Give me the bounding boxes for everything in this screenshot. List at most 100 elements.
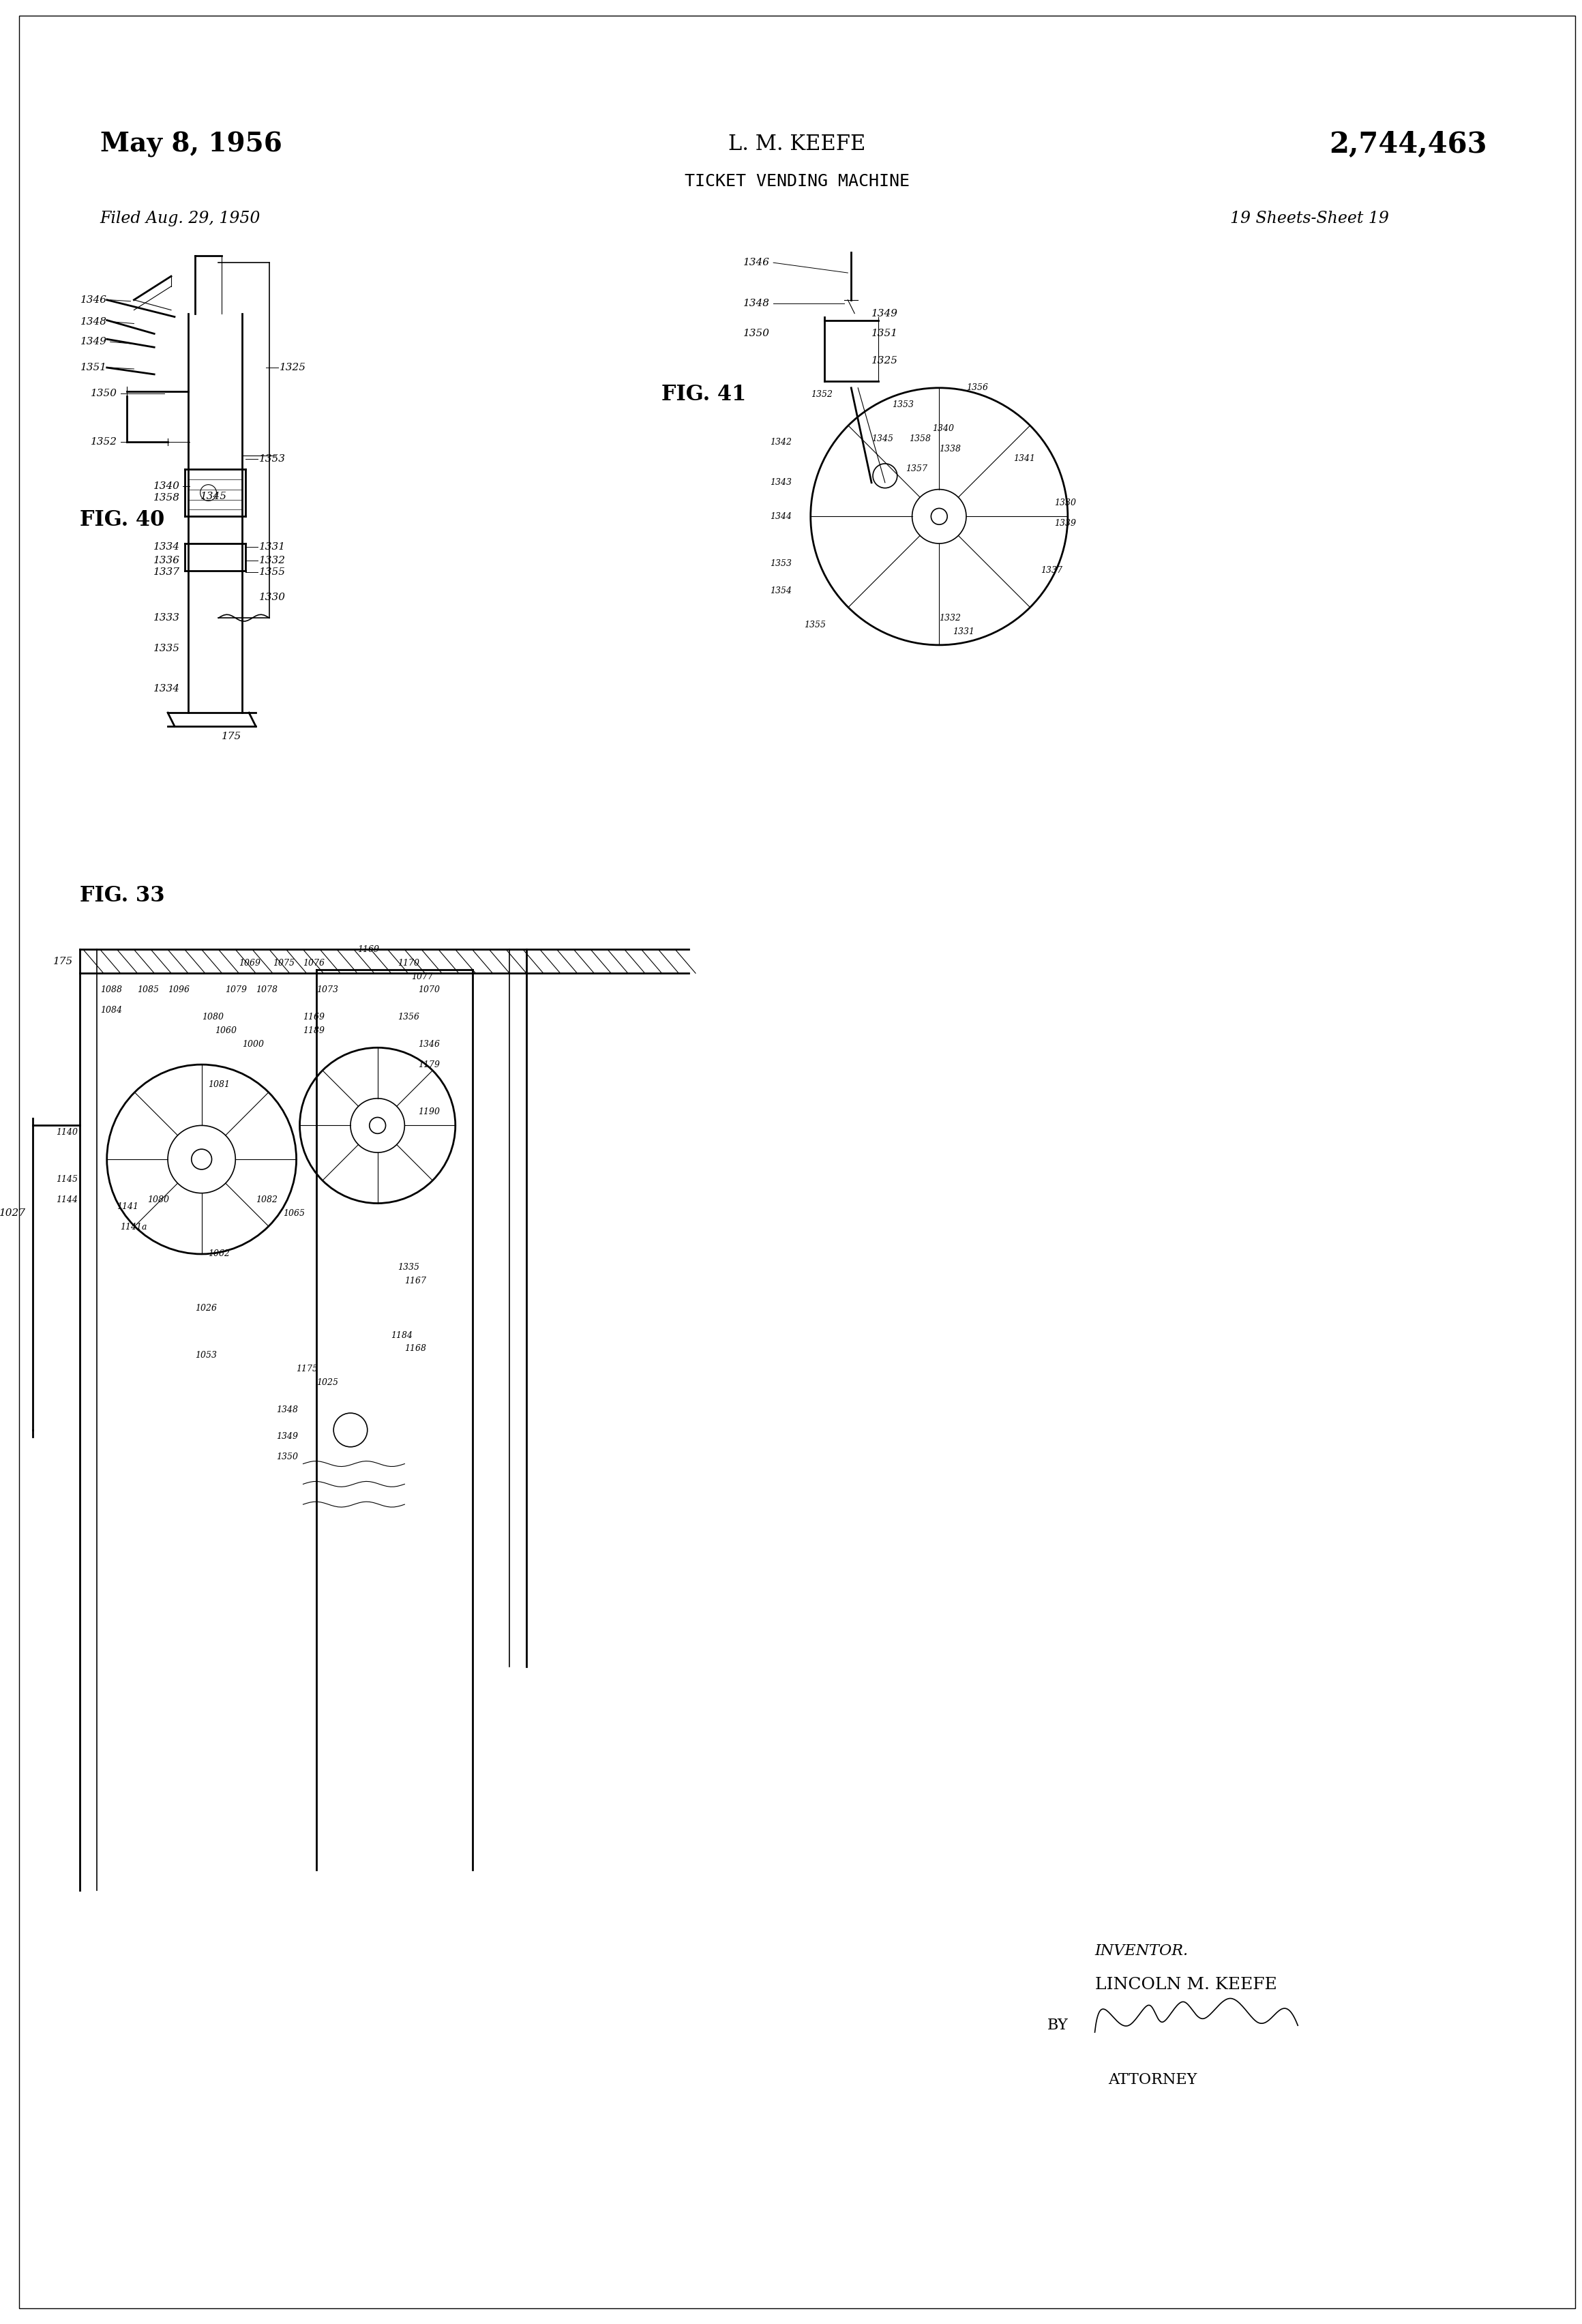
Text: 1062: 1062 [209, 1250, 231, 1260]
Text: 1335: 1335 [153, 644, 180, 653]
Text: 1080: 1080 [147, 1195, 169, 1204]
Text: 1332: 1332 [259, 555, 286, 565]
Text: 1341: 1341 [1014, 456, 1036, 462]
Text: 1084: 1084 [100, 1006, 122, 1016]
Text: 1344: 1344 [770, 511, 793, 521]
Text: 1331: 1331 [259, 541, 286, 551]
Text: 1343: 1343 [770, 479, 793, 488]
Text: 1356: 1356 [397, 1013, 419, 1023]
Text: 1339: 1339 [1054, 518, 1076, 528]
Text: 1145: 1145 [55, 1176, 78, 1183]
Text: 2,744,463: 2,744,463 [1329, 130, 1487, 158]
Text: 1355: 1355 [804, 621, 826, 630]
Text: 1348: 1348 [275, 1406, 297, 1413]
Text: 1353: 1353 [259, 453, 286, 465]
Text: 1338: 1338 [940, 444, 960, 453]
Text: 1348: 1348 [744, 297, 770, 309]
Text: 1345: 1345 [201, 490, 226, 502]
Text: 1334: 1334 [153, 683, 180, 695]
Text: L. M. KEEFE: L. M. KEEFE [728, 135, 865, 156]
Text: 1141: 1141 [117, 1202, 139, 1211]
Text: FIG. 40: FIG. 40 [79, 509, 165, 530]
Text: 1325: 1325 [872, 356, 899, 365]
Text: 1336: 1336 [153, 555, 180, 565]
Text: 1333: 1333 [153, 614, 180, 623]
Text: 1334: 1334 [153, 541, 180, 551]
Text: INVENTOR.: INVENTOR. [1095, 1943, 1188, 1959]
Text: 1351: 1351 [872, 330, 899, 339]
Text: 1080: 1080 [201, 1013, 223, 1023]
Text: 1330: 1330 [1054, 497, 1076, 507]
Text: 1060: 1060 [215, 1027, 237, 1034]
Text: 1169: 1169 [304, 1013, 324, 1023]
Text: 1349: 1349 [81, 337, 108, 346]
Text: 1085: 1085 [138, 985, 160, 995]
Text: 1140: 1140 [55, 1127, 78, 1136]
Text: 1345: 1345 [872, 435, 894, 444]
Text: 1355: 1355 [259, 567, 286, 576]
Text: BY: BY [1047, 2017, 1068, 2034]
Text: 1000: 1000 [242, 1039, 264, 1048]
Text: 1342: 1342 [770, 437, 793, 446]
Text: 1356: 1356 [967, 383, 989, 393]
Text: 1353: 1353 [892, 400, 914, 409]
Text: 19 Sheets-Sheet 19: 19 Sheets-Sheet 19 [1231, 211, 1389, 225]
Text: 1169: 1169 [358, 946, 380, 953]
Text: 175: 175 [221, 732, 242, 741]
Text: 1175: 1175 [296, 1364, 318, 1373]
Text: 175: 175 [54, 957, 73, 967]
Text: 1357: 1357 [905, 465, 927, 474]
Text: 1352: 1352 [810, 390, 832, 400]
Text: 1346: 1346 [81, 295, 108, 304]
Text: FIG. 41: FIG. 41 [661, 383, 747, 404]
Text: 1190: 1190 [418, 1109, 440, 1116]
Text: 1025: 1025 [316, 1378, 339, 1387]
Text: 1070: 1070 [418, 985, 440, 995]
Text: 1331: 1331 [952, 627, 975, 637]
Text: 1069: 1069 [239, 957, 261, 967]
Text: 1076: 1076 [304, 957, 324, 967]
Text: 1189: 1189 [304, 1027, 324, 1034]
Text: 1337: 1337 [153, 567, 180, 576]
Text: 1335: 1335 [397, 1264, 419, 1271]
Text: 1170: 1170 [397, 957, 419, 967]
Text: 1184: 1184 [391, 1332, 413, 1339]
Text: 1346: 1346 [418, 1039, 440, 1048]
Text: 1346: 1346 [744, 258, 770, 267]
Text: 1353: 1353 [770, 560, 793, 569]
Text: 1073: 1073 [316, 985, 339, 995]
Text: Filed Aug. 29, 1950: Filed Aug. 29, 1950 [100, 211, 261, 225]
Text: 1354: 1354 [770, 586, 793, 595]
Text: 1168: 1168 [405, 1343, 427, 1353]
Text: 1065: 1065 [283, 1208, 305, 1218]
Text: ATTORNEY: ATTORNEY [1109, 2073, 1198, 2087]
Text: 1325: 1325 [280, 363, 305, 372]
Text: 1340: 1340 [932, 423, 954, 432]
Text: 1351: 1351 [81, 363, 108, 372]
Text: 1096: 1096 [168, 985, 190, 995]
Text: 1141a: 1141a [120, 1222, 147, 1232]
Text: TICKET VENDING MACHINE: TICKET VENDING MACHINE [685, 174, 910, 191]
Text: 1350: 1350 [275, 1452, 297, 1462]
Text: 1167: 1167 [405, 1276, 427, 1285]
Text: 1332: 1332 [940, 614, 960, 623]
Text: 1082: 1082 [256, 1195, 277, 1204]
Text: 1027: 1027 [0, 1208, 25, 1218]
Text: 1350: 1350 [90, 388, 117, 397]
Text: 1081: 1081 [209, 1081, 231, 1090]
Text: 1053: 1053 [195, 1350, 217, 1360]
Text: 1352: 1352 [90, 437, 117, 446]
Text: 1144: 1144 [55, 1195, 78, 1204]
Text: 1348: 1348 [81, 316, 108, 325]
Text: 1026: 1026 [195, 1304, 217, 1313]
Text: LINCOLN M. KEEFE: LINCOLN M. KEEFE [1095, 1978, 1277, 1992]
Text: 1078: 1078 [256, 985, 277, 995]
Text: May 8, 1956: May 8, 1956 [100, 130, 282, 158]
Text: 1350: 1350 [744, 330, 770, 339]
Text: FIG. 33: FIG. 33 [79, 885, 165, 906]
Text: 1075: 1075 [272, 957, 294, 967]
Text: 1349: 1349 [872, 309, 899, 318]
Text: 1340: 1340 [153, 481, 180, 490]
Text: 1079: 1079 [225, 985, 247, 995]
Text: 1179: 1179 [418, 1060, 440, 1069]
